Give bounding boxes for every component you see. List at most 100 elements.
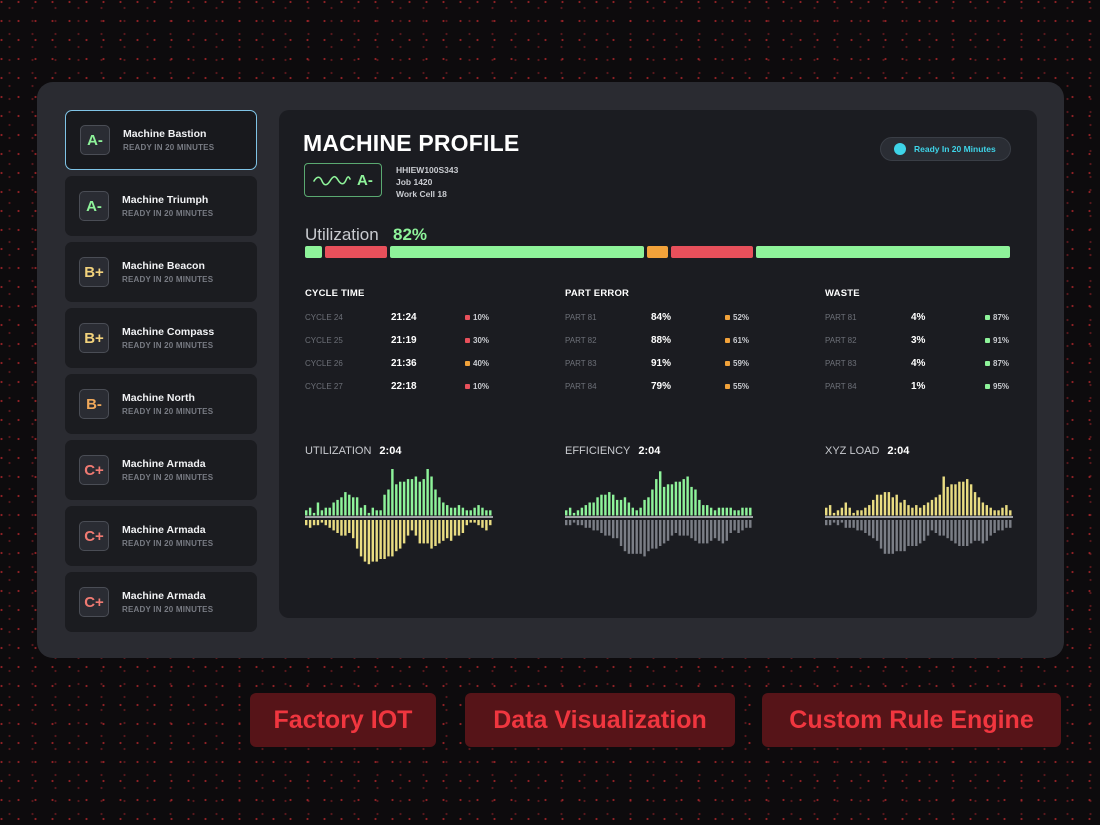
machine-name: Machine Armada [122,524,206,536]
stat-row-label: PART 82 [825,336,857,345]
bar-down [442,520,445,541]
bar-down [899,520,902,552]
status-pill[interactable]: Ready In 20 Minutes [880,137,1011,161]
bar-down [745,520,748,528]
bar-up [442,502,445,516]
bar-down [600,520,603,533]
status-square-icon [725,315,730,320]
stat-row: PART 82 88% 61% [565,332,755,355]
status-square-icon [985,315,990,320]
stat-row-percent: 59% [733,359,750,368]
bar-up [875,494,879,516]
bar-down [580,520,584,526]
bar-up [930,499,934,516]
bar-up [872,499,875,516]
bar-down [973,520,977,541]
machine-card[interactable]: A- Machine Triumph READY IN 20 MINUTES [65,176,257,236]
stat-row-percent: 91% [993,336,1010,345]
bar-up [320,510,324,516]
bar-up [674,481,678,516]
bar-down [414,520,418,536]
bar-up [690,486,693,516]
bar-up [363,505,367,516]
bar-up [391,469,394,516]
stat-row-percent: 10% [473,382,490,391]
stat-row-label: PART 83 [825,359,857,368]
bar-up [635,510,638,516]
bar-down [670,520,674,536]
bar-up [958,481,961,516]
machine-card[interactable]: C+ Machine Armada READY IN 20 MINUTES [65,506,257,566]
bar-down [678,520,682,536]
stat-block: CYCLE TIME CYCLE 24 21:24 10% CYCLE 25 21:19 3… [305,288,495,401]
bar-up [706,505,709,516]
bar-down [446,520,449,539]
grade-icon: A- [79,191,109,221]
bar-up [922,505,926,516]
bar-down [852,520,855,528]
stat-row: PART 84 79% 55% [565,378,755,401]
machine-card-text: Machine Triumph READY IN 20 MINUTES [122,194,213,218]
mini-chart-header: UTILIZATION 2:04 [305,445,495,457]
bar-up [387,489,390,516]
stat-row-percent: 40% [473,359,490,368]
bar-down [741,520,744,531]
bar-up [741,507,744,516]
machine-card[interactable]: B+ Machine Compass READY IN 20 MINUTES [65,308,257,368]
machine-name: Machine North [122,392,195,404]
bar-down [887,520,891,554]
bar-up [860,510,863,516]
bar-down [410,520,414,531]
bar-down [690,520,693,539]
machine-card[interactable]: A- Machine Bastion READY IN 20 MINUTES [65,110,257,170]
bar-up [993,510,996,516]
stat-row: CYCLE 25 21:19 30% [305,332,495,355]
mini-chart-title: UTILIZATION [305,445,372,457]
stat-row: CYCLE 27 22:18 10% [305,378,495,401]
machine-card-text: Machine Beacon READY IN 20 MINUTES [122,260,213,284]
utilization-segment [325,246,387,258]
bar-down [737,520,740,533]
bar-down [655,520,658,549]
bar-down [966,520,969,546]
machine-card[interactable]: B+ Machine Beacon READY IN 20 MINUTES [65,242,257,302]
bar-up [737,510,740,516]
machine-status: READY IN 20 MINUTES [122,275,214,284]
bar-down [485,520,488,531]
grade-icon: B+ [79,323,109,353]
bar-up [911,507,914,516]
bar-up [336,499,339,516]
status-square-icon [985,361,990,366]
bar-down [332,520,335,531]
bar-up [402,481,406,516]
machine-card[interactable]: B- Machine North READY IN 20 MINUTES [65,374,257,434]
bar-up [702,505,705,516]
bar-down [938,520,942,536]
bar-down [639,520,642,554]
bar-down [698,520,701,544]
bar-up [962,481,965,516]
bar-down [682,520,685,536]
status-square-icon [465,315,470,320]
bar-up [828,505,832,516]
machine-card[interactable]: C+ Machine Armada READY IN 20 MINUTES [65,572,257,632]
bar-down [461,520,465,533]
bar-down [367,520,371,565]
bar-up [623,497,627,516]
mini-chart-value: 2:04 [379,445,402,457]
mini-chart-value: 2:04 [887,445,910,457]
bar-down [465,520,469,526]
bar-down [879,520,883,549]
bar-up [836,510,840,516]
bar-up [1001,507,1004,516]
machine-card[interactable]: C+ Machine Armada READY IN 20 MINUTES [65,440,257,500]
grade-badge-label: A- [357,171,373,189]
bar-down [568,520,572,526]
machine-id: HHIEW100S343 [396,165,459,175]
stat-block: PART ERROR PART 81 84% 52% PART 82 88% 61% PART… [565,288,755,401]
bar-down [623,520,627,552]
bar-up [565,510,568,516]
mini-chart-title: XYZ LOAD [825,445,880,457]
bar-up [305,510,308,516]
bar-up [604,494,607,516]
